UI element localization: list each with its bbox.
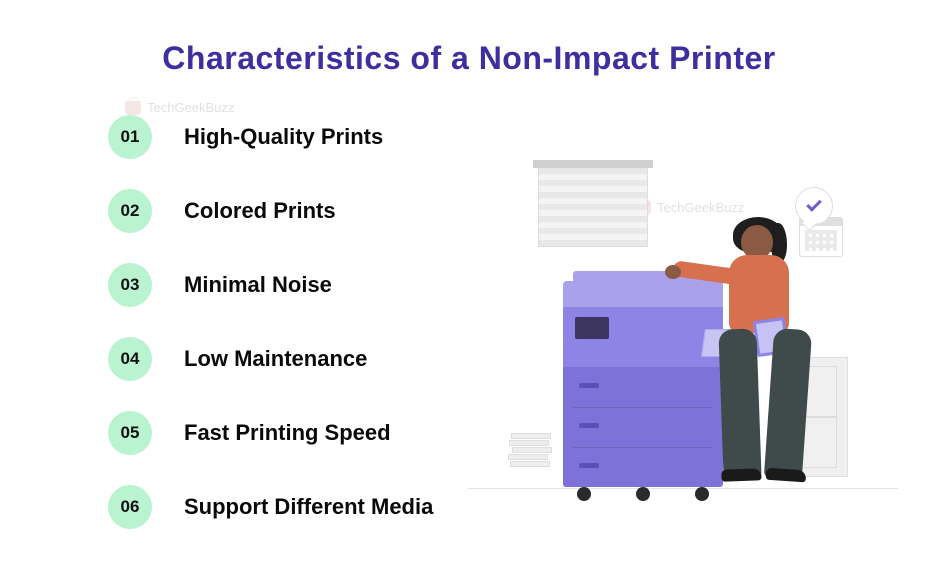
item-label: Fast Printing Speed: [184, 420, 391, 446]
number-badge: 03: [108, 263, 152, 307]
number-badge: 04: [108, 337, 152, 381]
item-label: Minimal Noise: [184, 272, 332, 298]
item-label: Low Maintenance: [184, 346, 367, 372]
item-label: High-Quality Prints: [184, 124, 383, 150]
list-item: 05 Fast Printing Speed: [108, 411, 508, 455]
person-hand-left: [665, 265, 681, 279]
drawer-handle: [579, 383, 599, 388]
characteristics-list: 01 High-Quality Prints 02 Colored Prints 03 M…: [108, 107, 508, 529]
list-item: 04 Low Maintenance: [108, 337, 508, 381]
checkmark-icon: [806, 196, 822, 212]
drawer-handle: [579, 423, 599, 428]
item-label: Support Different Media: [184, 494, 433, 520]
number-badge: 06: [108, 485, 152, 529]
shoe-icon: [721, 468, 761, 481]
printer-top: [563, 281, 723, 307]
speech-bubble: [795, 187, 833, 225]
number-badge: 05: [108, 411, 152, 455]
watermark-1: TechGeekBuzz: [125, 100, 234, 115]
printer-panel: [563, 307, 723, 367]
shoe-icon: [766, 468, 807, 483]
bag-icon: [125, 101, 141, 115]
drawer-handle: [579, 463, 599, 468]
list-item: 03 Minimal Noise: [108, 263, 508, 307]
person: [703, 207, 823, 487]
printer-screen: [575, 317, 609, 339]
person-head: [741, 225, 773, 259]
person-legs: [721, 329, 807, 479]
printer: [563, 281, 723, 487]
printer-drawers: [563, 367, 723, 487]
window-blinds: [538, 167, 648, 247]
list-item: 02 Colored Prints: [108, 189, 508, 233]
watermark-text: TechGeekBuzz: [147, 100, 234, 115]
page-title: Characteristics of a Non-Impact Printer: [0, 0, 938, 77]
number-badge: 01: [108, 115, 152, 159]
content-row: 01 High-Quality Prints 02 Colored Prints 03 M…: [0, 77, 938, 529]
number-badge: 02: [108, 189, 152, 233]
person-leg-right: [764, 328, 812, 480]
paper-stack: [508, 417, 558, 467]
list-item: 06 Support Different Media: [108, 485, 508, 529]
list-item: 01 High-Quality Prints: [108, 115, 508, 159]
printer-illustration: [528, 177, 838, 507]
printer-wheels: [577, 487, 709, 499]
item-label: Colored Prints: [184, 198, 336, 224]
person-leg-left: [718, 328, 761, 479]
